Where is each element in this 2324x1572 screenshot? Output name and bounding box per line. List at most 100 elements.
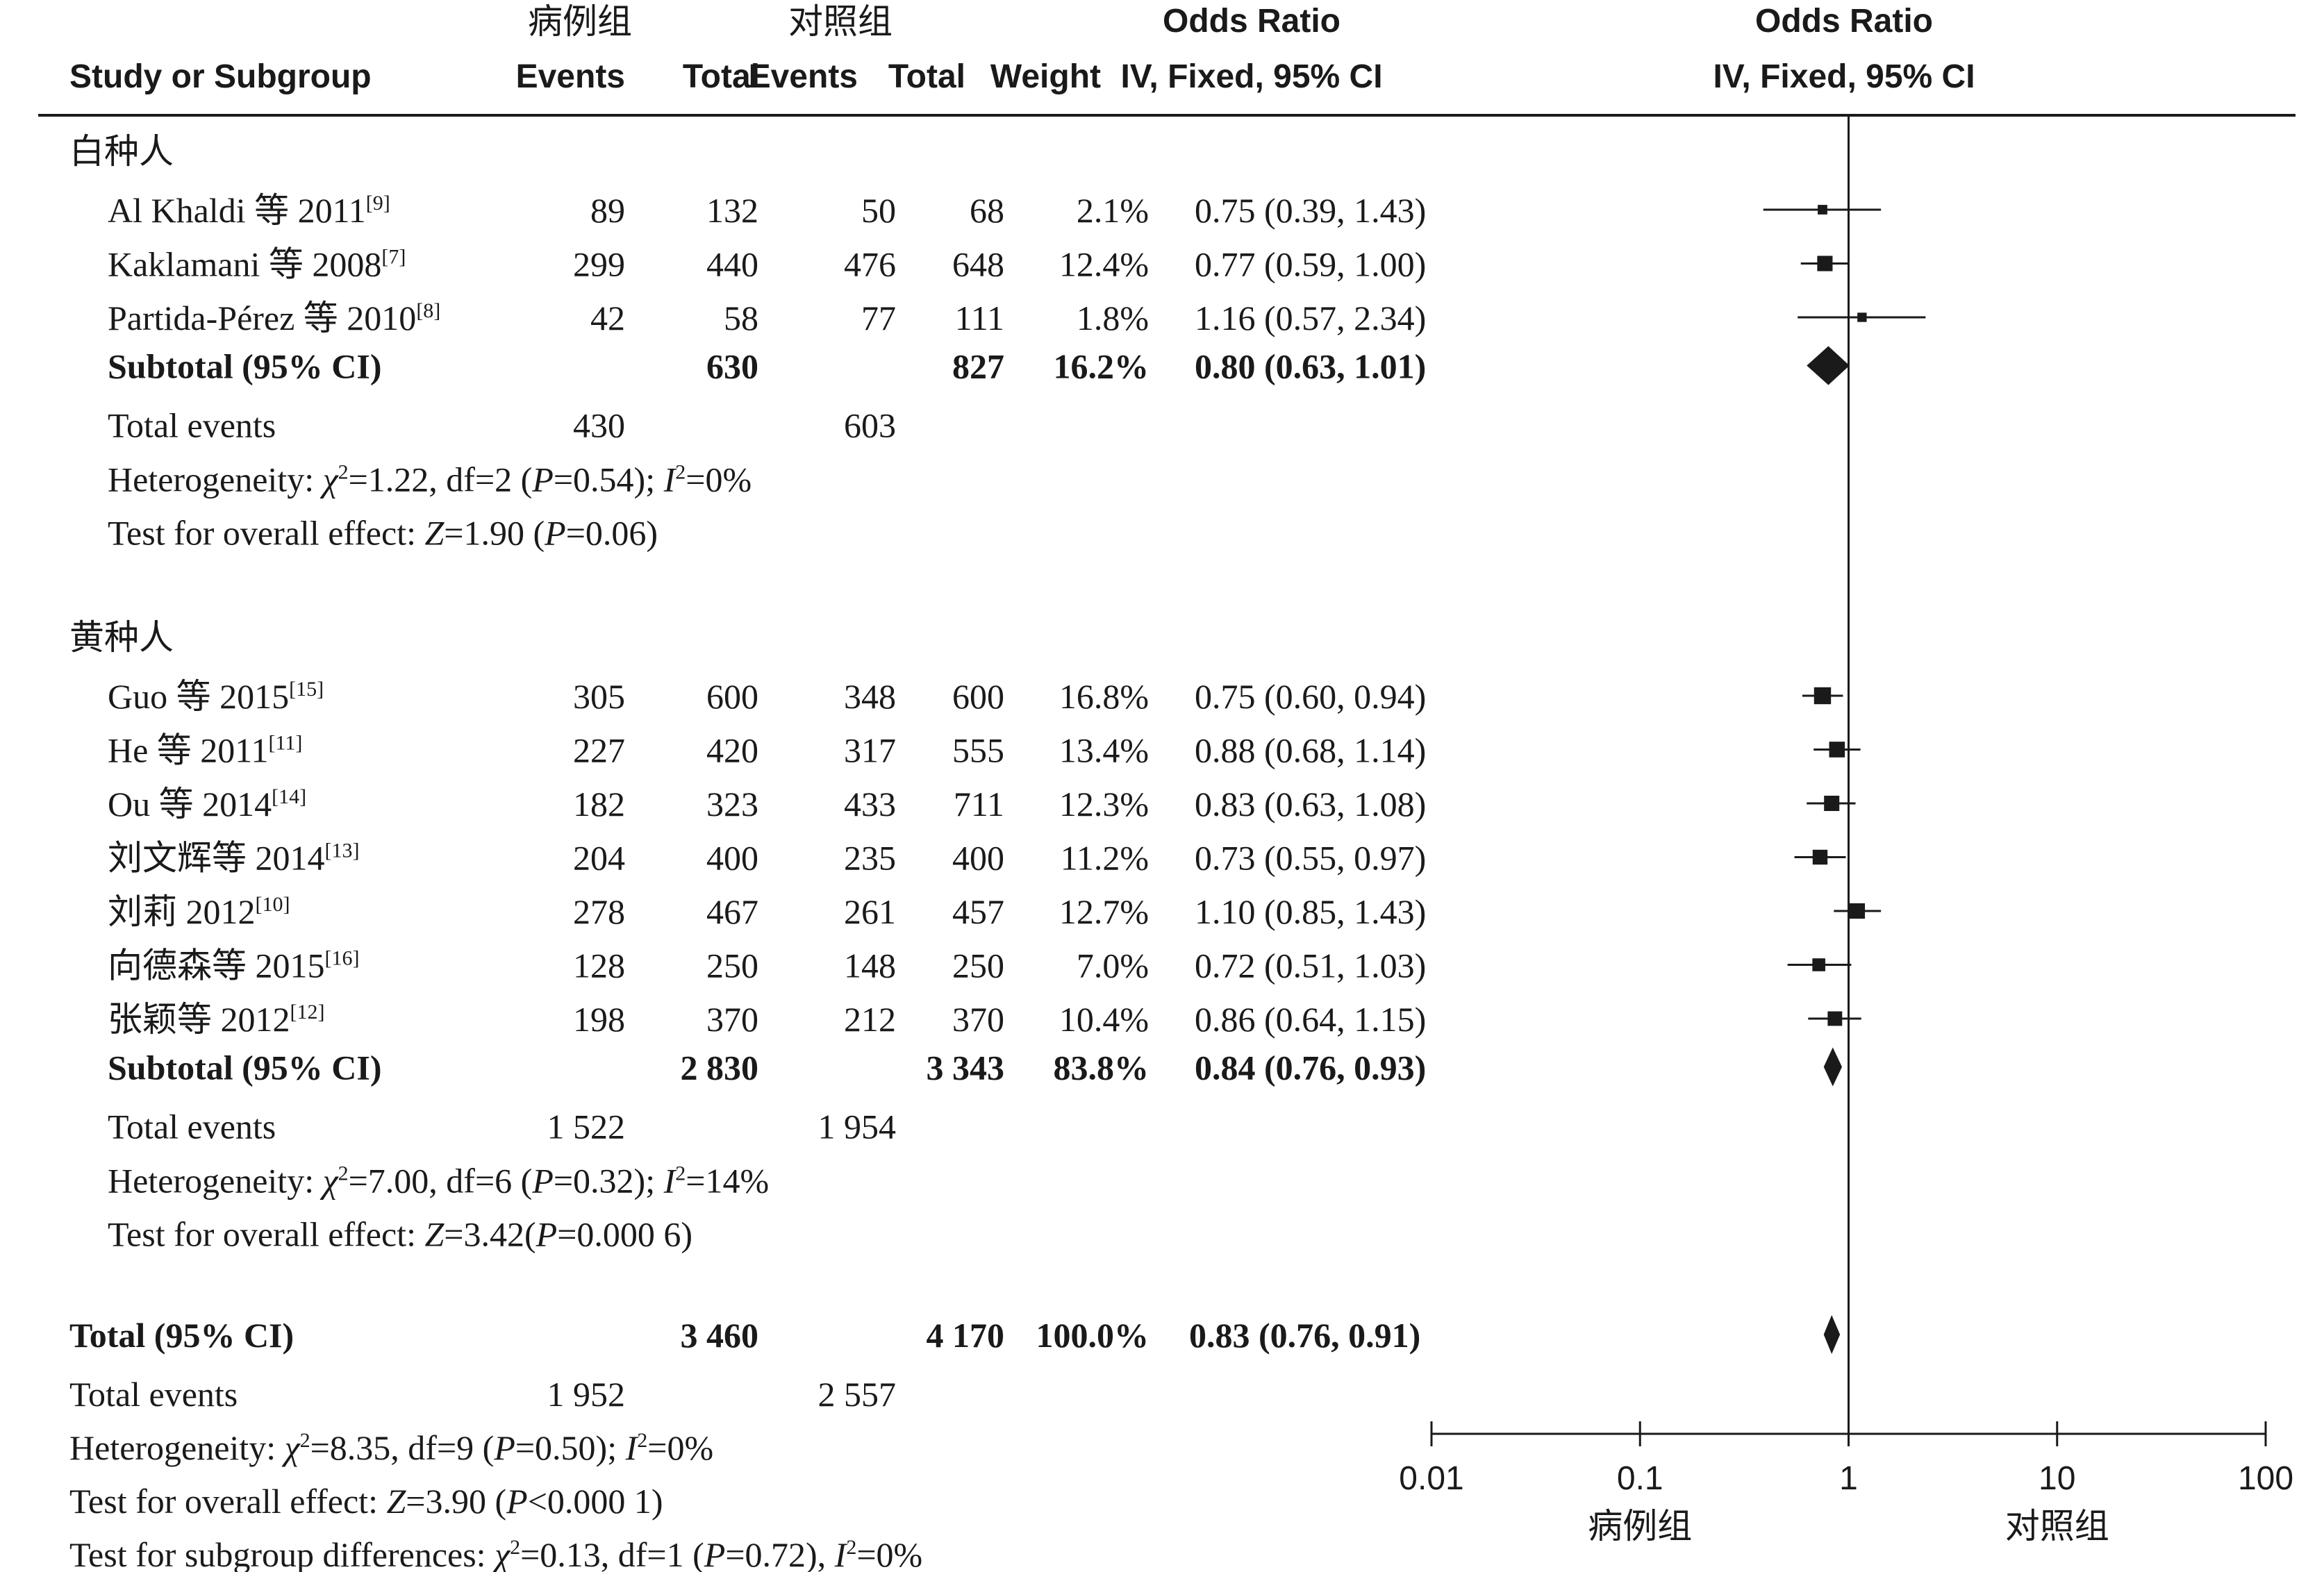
total-heterogeneity-i-sup: 2	[637, 1429, 647, 1452]
x-tick-label: 10	[2039, 1460, 2075, 1497]
total-weight: 100.0%	[1036, 1316, 1149, 1355]
total-control: 600	[952, 677, 1004, 716]
study-name: Al Khaldi 等 2011[9]	[108, 191, 390, 230]
total-total-case: 3 460	[681, 1316, 759, 1355]
subtotal-label: Subtotal (95% CI)	[108, 347, 381, 386]
study-name-text: He 等 2011	[108, 731, 268, 770]
favours-control-label: 对照组	[2005, 1506, 2109, 1546]
total-case: 323	[706, 785, 758, 823]
heterogeneity-p-val: =0.54);	[554, 460, 664, 499]
total-case: 400	[706, 839, 758, 878]
weight: 12.4%	[1059, 245, 1149, 284]
study-ref: [14]	[272, 785, 306, 808]
events-control: 348	[844, 677, 896, 716]
events-control: 433	[844, 785, 896, 823]
point-estimate	[1812, 849, 1828, 865]
events-control: 212	[844, 1000, 896, 1039]
study-ref: [12]	[290, 1001, 325, 1023]
heterogeneity-chi-sup: 2	[338, 1162, 349, 1185]
header-control-group: 对照组	[788, 1, 893, 42]
events-control: 235	[844, 839, 896, 878]
heterogeneity-prefix: Heterogeneity:	[108, 460, 323, 499]
study-name: He 等 2011[11]	[108, 731, 302, 770]
study-name: 刘莉 2012[10]	[108, 892, 290, 931]
study-name-text: 刘莉 2012	[108, 892, 256, 931]
or-ci: 0.72 (0.51, 1.03)	[1195, 946, 1426, 985]
total-heterogeneity-p-val: =0.50);	[515, 1428, 626, 1467]
events-control: 317	[844, 731, 896, 770]
study-name: Ou 等 2014[14]	[108, 785, 306, 823]
weight: 12.7%	[1059, 892, 1149, 931]
events-case: 42	[590, 299, 625, 337]
overall-effect-prefix: Test for overall effect:	[108, 514, 424, 553]
header-or-method-table: IV, Fixed, 95% CI	[1120, 58, 1382, 95]
total-heterogeneity-chi-val: =8.35, df=9 (	[310, 1428, 495, 1467]
total-or-ci: 0.83 (0.76, 0.91)	[1189, 1316, 1420, 1355]
study-name-text: Kaklamani 等 2008	[108, 245, 381, 284]
subgroup-differences-line: Test for subgroup differences: χ2=0.13, …	[69, 1535, 922, 1572]
subgroup-differences-i-val: =0%	[856, 1535, 922, 1572]
subgroup-differences-p: P	[704, 1535, 726, 1572]
heterogeneity-chi-val: =1.22, df=2 (	[349, 460, 533, 499]
point-estimate	[1812, 958, 1825, 971]
x-tick-label: 0.01	[1399, 1460, 1463, 1497]
total-case: 58	[724, 299, 758, 337]
study-name-text: Guo 等 2015	[108, 677, 289, 716]
total-events-case: 430	[573, 406, 625, 445]
total-case: 467	[706, 892, 758, 931]
or-ci: 0.83 (0.63, 1.08)	[1195, 785, 1426, 823]
subtotal-total-control: 827	[952, 347, 1004, 386]
total-control: 111	[955, 299, 1004, 337]
point-estimate	[1813, 687, 1832, 705]
events-case: 299	[573, 245, 625, 284]
study-ref: [13]	[325, 839, 360, 862]
total-control: 400	[952, 839, 1004, 878]
x-tick-label: 1	[1839, 1460, 1858, 1497]
header-case-group: 病例组	[528, 1, 632, 42]
total-events-control: 2 557	[818, 1375, 897, 1414]
total-case: 370	[706, 1000, 758, 1039]
or-ci: 0.73 (0.55, 0.97)	[1195, 839, 1426, 878]
heterogeneity-line: Heterogeneity: χ2=1.22, df=2 (P=0.54); I…	[108, 460, 752, 499]
point-estimate	[1827, 1011, 1843, 1026]
study-name-text: Partida-Pérez 等 2010	[108, 299, 416, 337]
study-name: Partida-Pérez 等 2010[8]	[108, 299, 440, 337]
weight: 1.8%	[1077, 299, 1149, 337]
overall-effect-prefix: Test for overall effect:	[108, 1215, 424, 1254]
total-total-control: 4 170	[927, 1316, 1005, 1355]
heterogeneity-p: P	[531, 1162, 554, 1201]
overall-effect-z: Z	[424, 514, 445, 553]
study-name-text: 张颖等 2012	[108, 1000, 290, 1039]
total-case: 420	[706, 731, 758, 770]
total-overall-effect-line: Test for overall effect: Z=3.90 (P<0.000…	[69, 1482, 663, 1521]
total-control: 711	[954, 785, 1004, 823]
total-events-control: 603	[844, 406, 896, 445]
heterogeneity-chi: χ	[320, 1162, 340, 1201]
heterogeneity-p: P	[531, 460, 554, 499]
subtotal-or-ci: 0.84 (0.76, 0.93)	[1195, 1048, 1426, 1087]
heterogeneity-i-sup: 2	[675, 461, 686, 484]
heterogeneity-i-sup: 2	[675, 1162, 686, 1185]
total-overall-effect-p-val: <0.000 1)	[528, 1482, 663, 1521]
study-ref: [11]	[268, 732, 302, 755]
subgroup-differences-i: I	[834, 1535, 848, 1572]
events-control: 77	[861, 299, 896, 337]
events-control: 261	[844, 892, 896, 931]
subgroup-differences-i-sup: 2	[846, 1536, 856, 1559]
total-overall-effect-z-val: =3.90 (	[406, 1482, 506, 1521]
or-ci: 1.10 (0.85, 1.43)	[1195, 892, 1426, 931]
subtotal-or-ci: 0.80 (0.63, 1.01)	[1195, 347, 1426, 386]
events-control: 476	[844, 245, 896, 284]
events-case: 204	[573, 839, 625, 878]
study-name: 刘文辉等 2014[13]	[108, 839, 359, 878]
subtotal-weight: 83.8%	[1054, 1048, 1149, 1087]
total-control: 68	[970, 191, 1004, 230]
total-control: 457	[952, 892, 1004, 931]
overall-effect-z-val: =1.90 (	[444, 514, 545, 553]
total-control: 555	[952, 731, 1004, 770]
total-heterogeneity-p: P	[493, 1428, 515, 1467]
weight: 12.3%	[1059, 785, 1149, 823]
weight: 11.2%	[1061, 839, 1149, 878]
overall-effect-z-val: =3.42(	[444, 1215, 536, 1254]
total-heterogeneity-chi-sup: 2	[300, 1429, 310, 1452]
